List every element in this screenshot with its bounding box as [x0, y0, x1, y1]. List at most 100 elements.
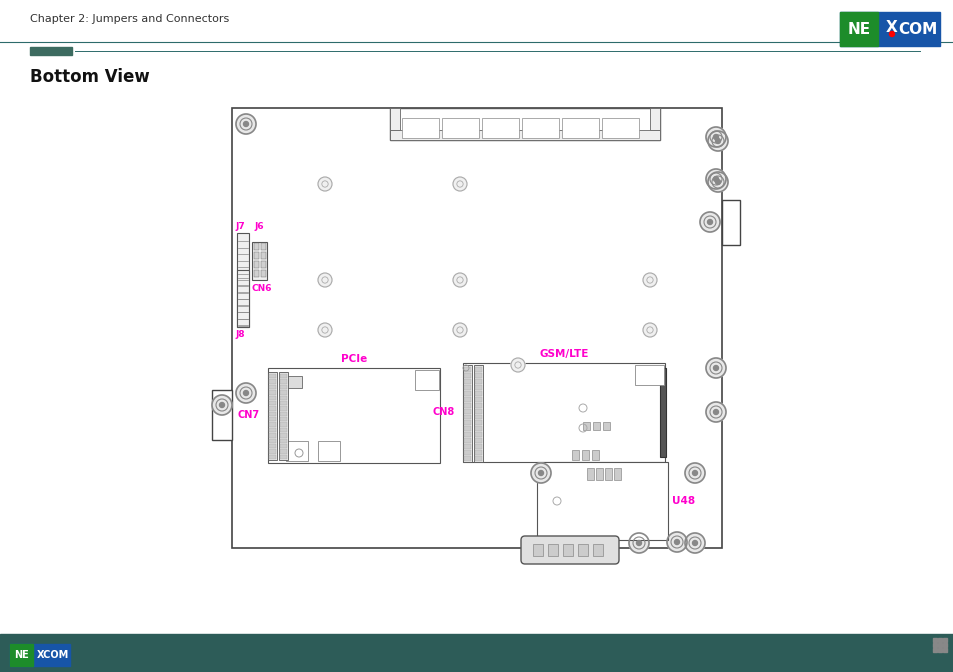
Circle shape [707, 220, 712, 224]
Circle shape [715, 179, 720, 185]
Bar [10, 644, 70, 666]
Bar [937, 643, 941, 647]
Bar [932, 638, 936, 642]
Bar [280, 433, 287, 437]
Bar [602, 422, 609, 430]
Bar [280, 428, 287, 432]
Text: X: X [885, 19, 897, 34]
Bar [415, 370, 438, 390]
Bar [269, 407, 275, 411]
Bar [537, 462, 667, 540]
Bar [253, 270, 258, 277]
Bar [269, 423, 275, 427]
Circle shape [705, 358, 725, 378]
Bar [481, 118, 518, 138]
Circle shape [684, 463, 704, 483]
Bar [280, 444, 287, 448]
Bar [463, 396, 471, 402]
Bar [286, 376, 302, 388]
Bar [475, 409, 481, 413]
Circle shape [642, 273, 657, 287]
Bar [280, 423, 287, 427]
Circle shape [692, 540, 697, 546]
Bar [596, 468, 602, 480]
Text: J7: J7 [234, 222, 245, 231]
Bar [280, 412, 287, 416]
Circle shape [453, 323, 467, 337]
Bar [463, 409, 471, 413]
Text: CN8: CN8 [433, 407, 455, 417]
Bar [462, 363, 664, 462]
Bar [269, 401, 275, 405]
Bar [10, 644, 33, 666]
Circle shape [705, 402, 725, 422]
Circle shape [243, 122, 248, 126]
Bar [840, 12, 939, 46]
Bar [0, 634, 953, 672]
Bar [475, 403, 481, 407]
Bar [269, 417, 275, 421]
Bar [269, 439, 275, 443]
Bar [463, 432, 471, 437]
Bar [441, 118, 478, 138]
Text: CN7: CN7 [237, 410, 260, 420]
Bar [261, 270, 266, 277]
Bar [463, 385, 471, 390]
Circle shape [453, 177, 467, 191]
Bar [463, 379, 471, 384]
Circle shape [713, 366, 718, 370]
Circle shape [707, 172, 727, 192]
Text: NE: NE [13, 650, 29, 660]
Bar [463, 450, 471, 455]
Bar [463, 444, 471, 449]
Bar [253, 252, 258, 259]
Bar [721, 200, 740, 245]
Bar [586, 468, 594, 480]
Bar [269, 412, 275, 416]
Bar [463, 438, 471, 444]
Circle shape [537, 470, 543, 476]
Bar [390, 108, 399, 130]
Text: CN6: CN6 [252, 284, 273, 293]
Circle shape [219, 403, 224, 407]
Circle shape [707, 131, 727, 151]
Text: J6: J6 [253, 222, 263, 231]
Bar [463, 421, 471, 425]
Bar [269, 374, 275, 378]
Circle shape [642, 323, 657, 337]
Bar [317, 441, 339, 461]
Bar [942, 648, 946, 652]
Bar [635, 365, 663, 385]
Text: PCIe: PCIe [340, 354, 367, 364]
Circle shape [705, 169, 725, 189]
Bar [578, 544, 587, 556]
Bar [261, 243, 266, 250]
Circle shape [317, 273, 332, 287]
Circle shape [713, 177, 718, 181]
Text: COM: COM [898, 22, 937, 36]
Circle shape [674, 540, 679, 544]
Bar [401, 118, 438, 138]
Bar [932, 643, 936, 647]
Text: Copyright © 2015 NEXCOM International Co., Ltd. All Rights Reserved.: Copyright © 2015 NEXCOM International Co… [78, 655, 396, 663]
Bar [268, 372, 276, 460]
Circle shape [531, 463, 551, 483]
Bar [252, 242, 267, 280]
Bar [533, 544, 542, 556]
Circle shape [705, 127, 725, 147]
Bar [463, 456, 471, 461]
Bar [475, 444, 481, 449]
Bar [269, 385, 275, 389]
Bar [280, 417, 287, 421]
Circle shape [636, 540, 640, 546]
Bar [269, 390, 275, 394]
Bar [659, 368, 665, 457]
Bar [212, 390, 232, 440]
Text: NE: NE [846, 22, 870, 36]
Circle shape [888, 32, 894, 36]
Bar [547, 544, 558, 556]
Bar [475, 450, 481, 455]
Bar [280, 390, 287, 394]
Bar [593, 422, 599, 430]
Bar [280, 380, 287, 384]
